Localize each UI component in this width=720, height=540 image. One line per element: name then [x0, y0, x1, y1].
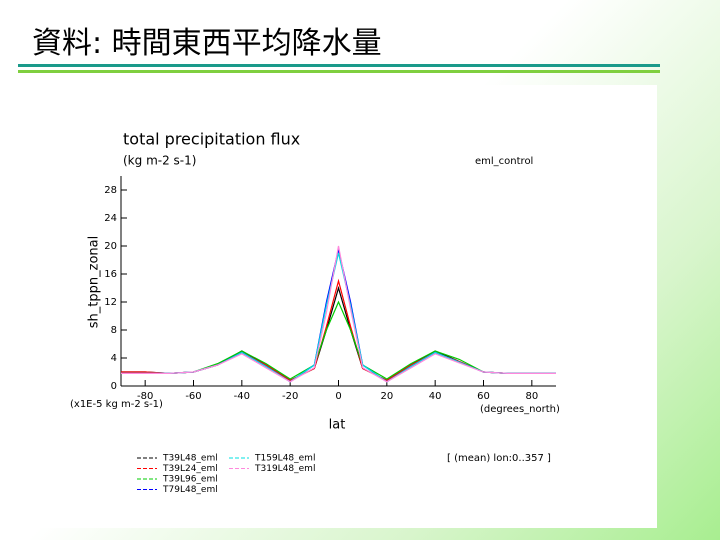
y-tick-label: 12	[104, 297, 117, 308]
chart-subtitle: (kg m-2 s-1)	[123, 154, 196, 168]
y-units: (x1E-5 kg m-2 s-1)	[70, 399, 163, 410]
run-label: eml_control	[475, 156, 533, 167]
slide-title: 資料: 時間東西平均降水量	[32, 26, 382, 61]
note: [ (mean) lon:0..357 ]	[447, 453, 551, 464]
series-line	[121, 300, 556, 380]
y-tick-label: 8	[111, 325, 117, 336]
x-units: (degrees_north)	[480, 404, 560, 415]
x-tick-label: -80	[137, 391, 153, 402]
y-tick-label: 16	[104, 269, 117, 280]
y-tick-label: 24	[104, 213, 117, 224]
legend-label: T319L48_eml	[254, 464, 315, 474]
x-tick-label: 80	[525, 391, 538, 402]
y-tick-label: 28	[104, 185, 117, 196]
x-tick-label: 20	[380, 391, 393, 402]
x-axis-label: lat	[329, 418, 346, 433]
title-rule	[18, 70, 660, 73]
legend-label: T159L48_eml	[254, 454, 315, 464]
title-rule	[18, 64, 660, 67]
x-tick-label: 40	[429, 391, 442, 402]
x-tick-label: -40	[234, 391, 250, 402]
chart-title: total precipitation flux	[123, 130, 300, 149]
series-line	[121, 278, 556, 382]
legend-label: T39L24_eml	[162, 464, 218, 474]
legend-label: T39L48_eml	[162, 454, 218, 464]
x-tick-label: -60	[185, 391, 201, 402]
x-tick-label: 0	[335, 391, 341, 402]
x-tick-label: 60	[477, 391, 490, 402]
series-line	[121, 245, 556, 383]
series-line	[121, 249, 556, 383]
legend-label: T39L96_eml	[162, 475, 218, 485]
y-tick-label: 4	[111, 353, 117, 364]
y-tick-label: 20	[104, 241, 117, 252]
legend-label: T79L48_eml	[162, 485, 218, 495]
series-line	[121, 252, 556, 383]
y-tick-label: 0	[111, 381, 117, 392]
y-axis-label: sh_tppn_zonal	[87, 236, 102, 328]
x-tick-label: -20	[282, 391, 298, 402]
